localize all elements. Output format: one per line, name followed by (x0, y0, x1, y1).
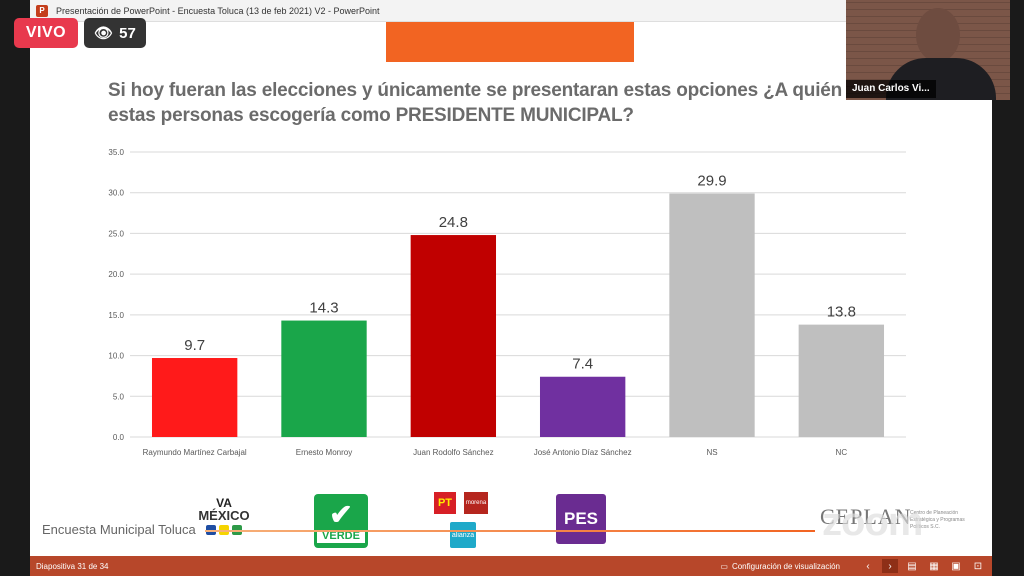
y-tick-label: 5.0 (113, 392, 125, 401)
header-banner (386, 22, 634, 62)
eye-icon: 👁 (94, 25, 114, 42)
data-label: 7.4 (572, 356, 593, 373)
previous-slide-button[interactable]: ‹ (866, 560, 870, 572)
display-settings-icon: ▭ (720, 561, 728, 571)
display-settings-label: Configuración de visualización (731, 561, 840, 571)
participant-video[interactable]: Juan Carlos Vi... (846, 0, 1010, 100)
bar-chart: 0.0 5.0 10.0 15.0 20.0 25.0 30.0 35.0 9.7 Raymund… (108, 148, 906, 457)
slide-sorter-button[interactable]: ▦ (929, 560, 939, 572)
category-label: NC (836, 448, 848, 457)
morena-logo: morena (464, 492, 488, 514)
toucan-icon: ✔ (329, 498, 353, 530)
viewer-count-badge: 👁 57 (84, 18, 146, 48)
live-badge: VIVO (14, 18, 78, 48)
slideshow-button[interactable]: ⊡ (973, 560, 983, 572)
slide-question: Si hoy fueran las elecciones y únicament… (108, 80, 869, 126)
footer-text: Encuesta Municipal Toluca (42, 522, 196, 537)
slide: Si hoy fueran las elecciones y únicament… (30, 22, 992, 556)
mexico-logo-text: MÉXICO (198, 508, 250, 523)
y-tick-label: 35.0 (108, 148, 124, 157)
data-label: 9.7 (184, 337, 205, 354)
y-tick-label: 30.0 (108, 189, 124, 198)
va-por-mexico-logo: VA MÉXICO (196, 490, 252, 542)
y-tick-label: 20.0 (108, 270, 124, 279)
pes-logo: PES (556, 494, 606, 544)
y-tick-label: 0.0 (113, 433, 125, 442)
ceplan-logo: CEPLAN (820, 504, 912, 529)
powerpoint-window: P Presentación de PowerPoint - Encuesta … (30, 0, 992, 576)
category-label: NS (706, 448, 717, 457)
status-bar: Diapositiva 31 de 34 ▭ Configuración de … (30, 556, 992, 576)
display-settings-button[interactable]: ▭ Configuración de visualización (720, 562, 840, 571)
verde-logo-text: VERDE (317, 529, 365, 543)
zoom-watermark: zoom (822, 500, 923, 544)
data-label: 13.8 (827, 304, 856, 321)
chart-bar (539, 376, 626, 437)
chart-bar (798, 324, 885, 437)
category-label: Ernesto Monroy (296, 448, 352, 457)
y-tick-label: 15.0 (108, 311, 124, 320)
participant-name: Juan Carlos Vi... (846, 80, 936, 98)
category-label: José Antonio Díaz Sánchez (534, 448, 632, 457)
data-label: 14.3 (309, 300, 338, 317)
chart-bar (281, 320, 367, 437)
title-bar: P Presentación de PowerPoint - Encuesta … (30, 0, 992, 22)
slide-counter: Diapositiva 31 de 34 (36, 561, 109, 571)
category-label: Raymundo Martínez Carbajal (143, 448, 247, 457)
data-label: 24.8 (439, 214, 468, 231)
y-tick-label: 10.0 (108, 352, 124, 361)
participant-head (916, 8, 960, 62)
viewer-count: 57 (119, 24, 136, 42)
window-title: Presentación de PowerPoint - Encuesta To… (56, 5, 380, 16)
chart-bar (410, 235, 497, 437)
va-logo-text: VA (216, 496, 232, 510)
ceplan-tagline: Centro de Planeación Estratégica y Progr… (910, 510, 965, 530)
reading-view-button[interactable]: ▣ (951, 560, 961, 572)
data-label: 29.9 (697, 173, 726, 190)
next-slide-button[interactable]: › (882, 559, 898, 573)
chart-bar (669, 193, 755, 437)
pt-logo: PT (434, 492, 456, 514)
footer-divider (205, 530, 815, 532)
alianza-logo: alianza (450, 522, 476, 548)
verde-logo: ✔ VERDE (314, 494, 368, 548)
category-label: Juan Rodolfo Sánchez (413, 448, 494, 457)
powerpoint-icon: P (36, 4, 48, 17)
normal-view-button[interactable]: ▤ (907, 560, 917, 572)
y-tick-label: 25.0 (108, 229, 124, 238)
chart-bar (151, 358, 238, 437)
